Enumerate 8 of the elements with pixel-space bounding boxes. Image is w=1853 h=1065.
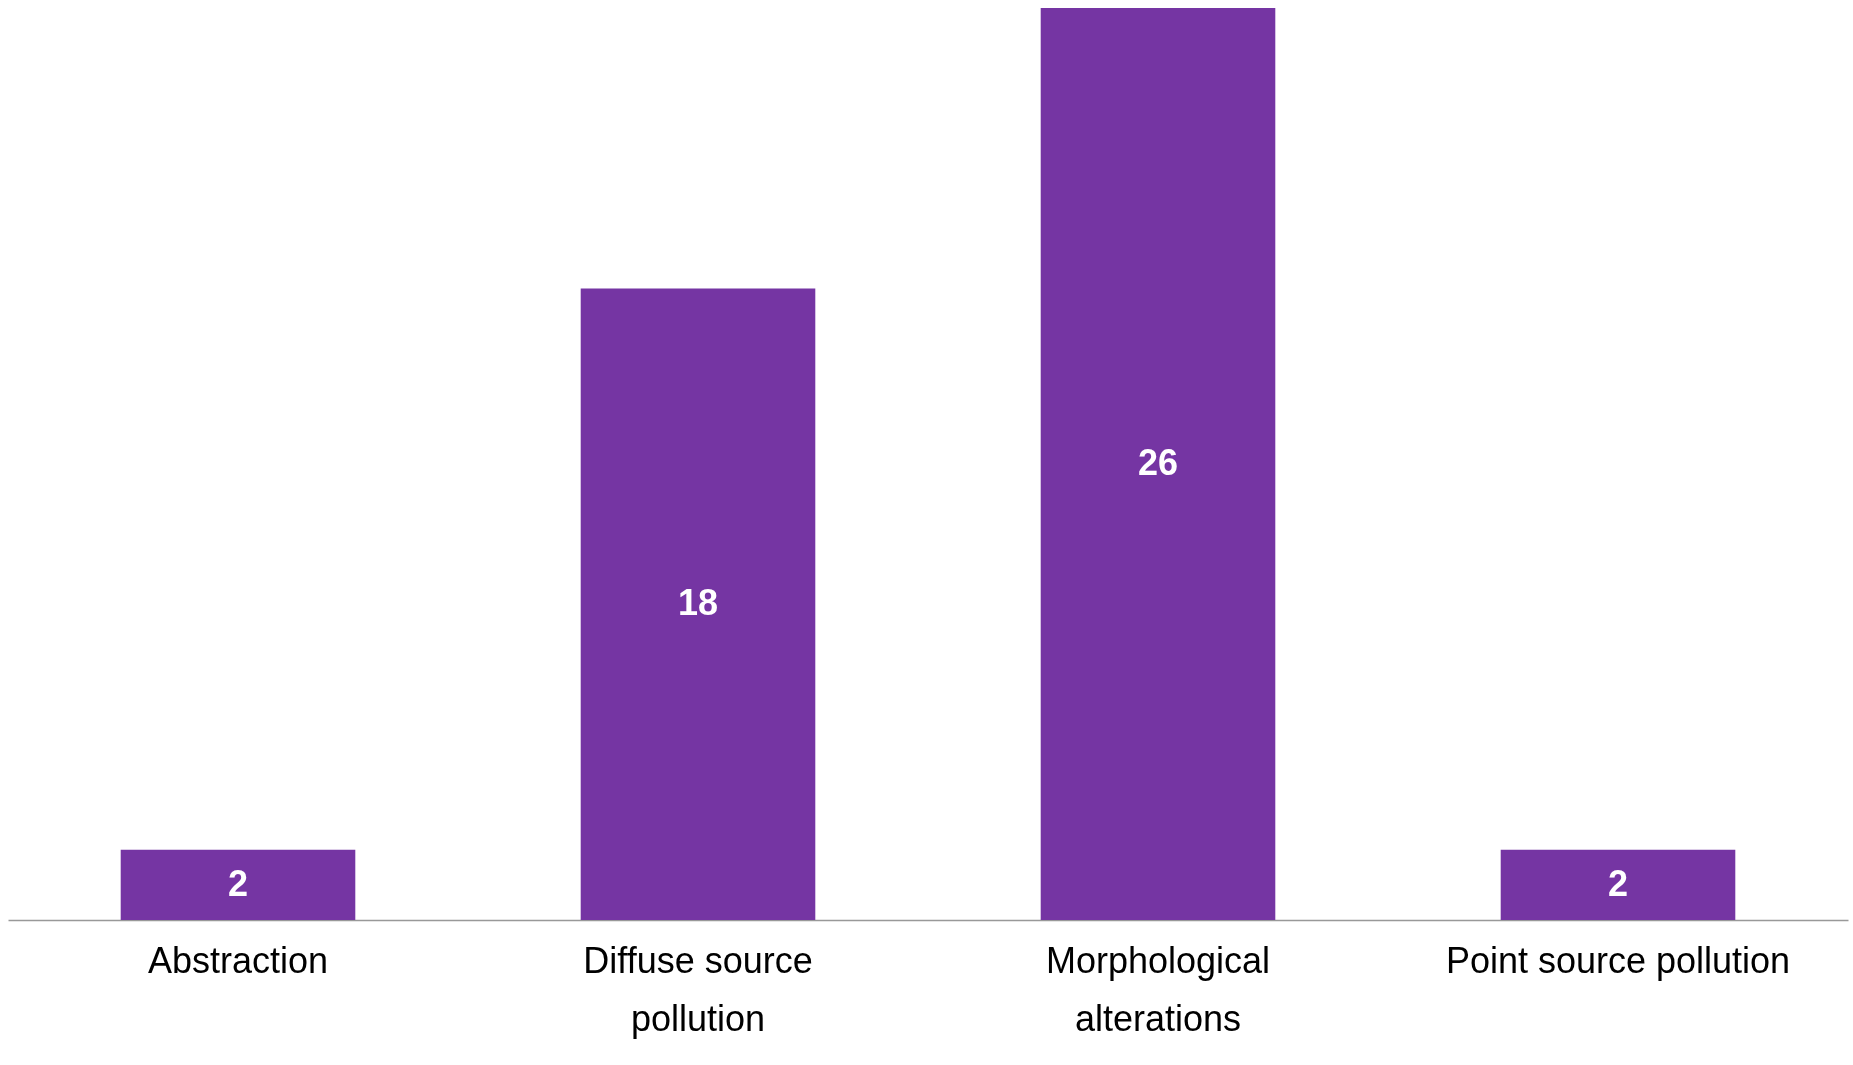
data-label: 2 (227, 862, 249, 904)
x-tick-label: Morphological alterations (1045, 939, 1271, 1039)
data-label: 2 (1607, 862, 1629, 904)
x-tick-label: Abstraction (147, 939, 329, 981)
x-tick-label: Diffuse source pollution (583, 939, 813, 1039)
x-tick-label: Point source pollution (1445, 939, 1791, 981)
data-label: 26 (1137, 442, 1179, 483)
data-label: 18 (677, 582, 719, 624)
